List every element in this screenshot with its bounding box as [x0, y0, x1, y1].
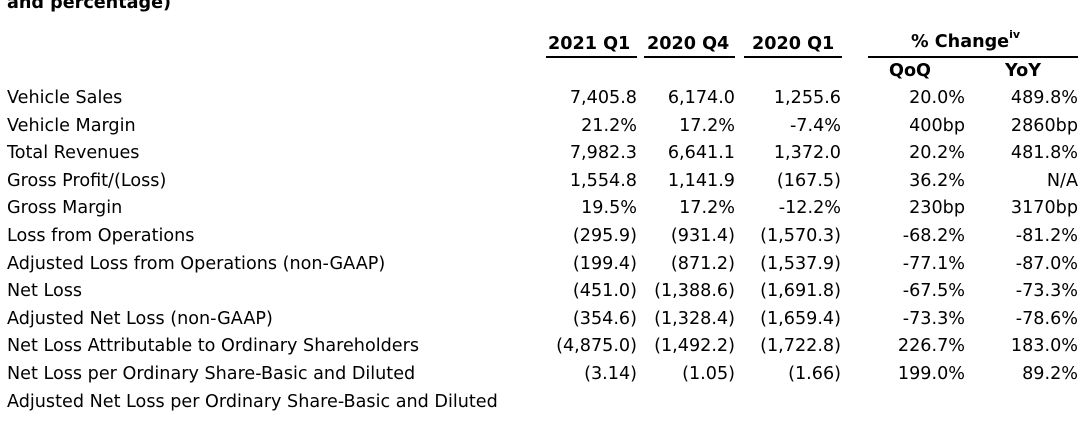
cell-qoq: -73.3% — [902, 308, 965, 329]
cell-2020q1: (1,537.9) — [760, 253, 841, 274]
cell-yoy: 89.2% — [1022, 364, 1078, 384]
col-header-yoy: YoY — [1005, 61, 1041, 81]
cell-qoq: -77.1% — [902, 253, 965, 274]
row-label: Vehicle Sales — [7, 88, 123, 108]
col-header-2021q1: 2021 Q1 — [548, 34, 631, 54]
pct-change-label: % Change — [911, 32, 1010, 52]
cell-2020q1: -12.2% — [778, 198, 841, 219]
cell-yoy: 2860bp — [1010, 115, 1078, 136]
cell-2021q1: (451.0) — [572, 281, 637, 302]
cell-yoy: -73.3% — [1015, 281, 1078, 302]
cell-2020q4: (931.4) — [670, 226, 735, 246]
cell-2021q1: (354.6) — [572, 308, 637, 329]
cell-2020q1: -7.4% — [789, 115, 841, 136]
cell-2020q4: 17.2% — [679, 198, 735, 219]
row-label: Adjusted Loss from Operations (non-GAAP) — [7, 253, 386, 274]
cell-qoq: 20.0% — [909, 88, 965, 108]
table-row: Adjusted Loss from Operations (non-GAAP)… — [0, 250, 1080, 278]
cell-2021q1: (4,875.0) — [556, 336, 637, 357]
cell-2020q4: (871.2) — [670, 253, 735, 274]
col-header-2020q1-underline — [744, 56, 842, 58]
cell-2020q4: (1.05) — [682, 364, 735, 384]
row-label: Gross Margin — [7, 198, 123, 219]
cell-yoy: 489.8% — [1010, 88, 1078, 108]
cell-2021q1: (199.4) — [572, 253, 637, 274]
cell-2020q4: 17.2% — [679, 115, 735, 136]
cell-qoq: 230bp — [909, 198, 965, 219]
cell-2021q1: 19.5% — [581, 198, 637, 219]
row-label: Adjusted Net Loss (non-GAAP) — [7, 308, 273, 329]
table-row: Net Loss Attributable to Ordinary Shareh… — [0, 332, 1080, 360]
cell-qoq: 36.2% — [909, 170, 965, 191]
table-row: Vehicle Sales 7,405.8 6,174.0 1,255.6 20.0% 4… — [0, 84, 1080, 112]
cell-2020q1: (1,691.8) — [760, 281, 841, 302]
col-header-2020q1: 2020 Q1 — [752, 34, 835, 54]
row-label: Net Loss per Ordinary Share-Basic and Di… — [7, 364, 416, 384]
cell-2020q1: (1,570.3) — [760, 226, 841, 246]
row-label: Adjusted Net Loss per Ordinary Share-Bas… — [7, 391, 498, 412]
cell-2020q1: (1.66) — [788, 364, 841, 384]
cell-yoy: 3170bp — [1010, 198, 1078, 219]
cell-2021q1: (295.9) — [572, 226, 637, 246]
cell-qoq: 226.7% — [897, 336, 965, 357]
cell-2021q1: 1,554.8 — [569, 170, 637, 191]
col-header-2020q4: 2020 Q4 — [647, 34, 730, 54]
cell-2020q4: 6,641.1 — [667, 143, 735, 164]
cell-qoq: 20.2% — [909, 143, 965, 164]
row-label: Loss from Operations — [7, 226, 195, 246]
col-header-2021q1-underline — [546, 56, 637, 58]
table-row: Net Loss per Ordinary Share-Basic and Di… — [0, 360, 1080, 388]
row-label: Vehicle Margin — [7, 115, 136, 136]
cell-2020q4: (1,328.4) — [654, 308, 735, 329]
table-row: Gross Margin 19.5% 17.2% -12.2% 230bp 3170bp — [0, 194, 1080, 222]
cell-2020q4: 6,174.0 — [667, 88, 735, 108]
table-heading-continuation: and percentage) — [7, 0, 172, 13]
cell-2020q4: (1,388.6) — [654, 281, 735, 302]
cell-yoy: N/A — [1046, 170, 1078, 191]
cell-2020q1: (1,659.4) — [760, 308, 841, 329]
row-label: Net Loss Attributable to Ordinary Shareh… — [7, 336, 419, 357]
table-row: Loss from Operations (295.9) (931.4) (1,570… — [0, 222, 1080, 250]
table-row: Gross Profit/(Loss) 1,554.8 1,141.9 (167.5)… — [0, 167, 1080, 195]
cell-qoq: -67.5% — [902, 281, 965, 302]
cell-qoq: -68.2% — [902, 226, 965, 246]
cell-2020q1: (1,722.8) — [760, 336, 841, 357]
cell-yoy: 481.8% — [1010, 143, 1078, 164]
cell-2020q1: 1,372.0 — [773, 143, 841, 164]
table-row: Vehicle Margin 21.2% 17.2% -7.4% 400bp 2860bp — [0, 112, 1080, 140]
cell-2021q1: (3.14) — [584, 364, 637, 384]
cell-yoy: -87.0% — [1015, 253, 1078, 274]
table-row: Adjusted Net Loss per Ordinary Share-Bas… — [0, 388, 1080, 416]
row-label: Total Revenues — [7, 143, 140, 164]
cell-2020q4: (1,492.2) — [654, 336, 735, 357]
cell-2021q1: 7,982.3 — [569, 143, 637, 164]
cell-yoy: 183.0% — [1010, 336, 1078, 357]
table-row: Net Loss (451.0) (1,388.6) (1,691.8) -67.5% -… — [0, 277, 1080, 305]
row-label: Gross Profit/(Loss) — [7, 170, 167, 191]
cell-2020q1: 1,255.6 — [773, 88, 841, 108]
pct-change-footnote: iv — [1009, 28, 1021, 41]
table-row: Adjusted Net Loss (non-GAAP) (354.6) (1,32… — [0, 305, 1080, 333]
cell-qoq: 400bp — [909, 115, 965, 136]
cell-yoy: -78.6% — [1015, 308, 1078, 329]
cell-qoq: 199.0% — [897, 364, 965, 384]
cell-2021q1: 21.2% — [581, 115, 637, 136]
cell-2020q1: (167.5) — [776, 170, 841, 191]
row-label: Net Loss — [7, 281, 83, 302]
col-header-pct-change: % Changeiv — [911, 28, 1021, 53]
table-row: Total Revenues 7,982.3 6,641.1 1,372.0 20.2%… — [0, 139, 1080, 167]
col-header-qoq: QoQ — [889, 61, 931, 81]
cell-yoy: -81.2% — [1015, 226, 1078, 246]
col-header-pct-change-underline — [868, 56, 1078, 58]
cell-2021q1: 7,405.8 — [569, 88, 637, 108]
cell-2020q4: 1,141.9 — [667, 170, 735, 191]
col-header-2020q4-underline — [644, 56, 735, 58]
